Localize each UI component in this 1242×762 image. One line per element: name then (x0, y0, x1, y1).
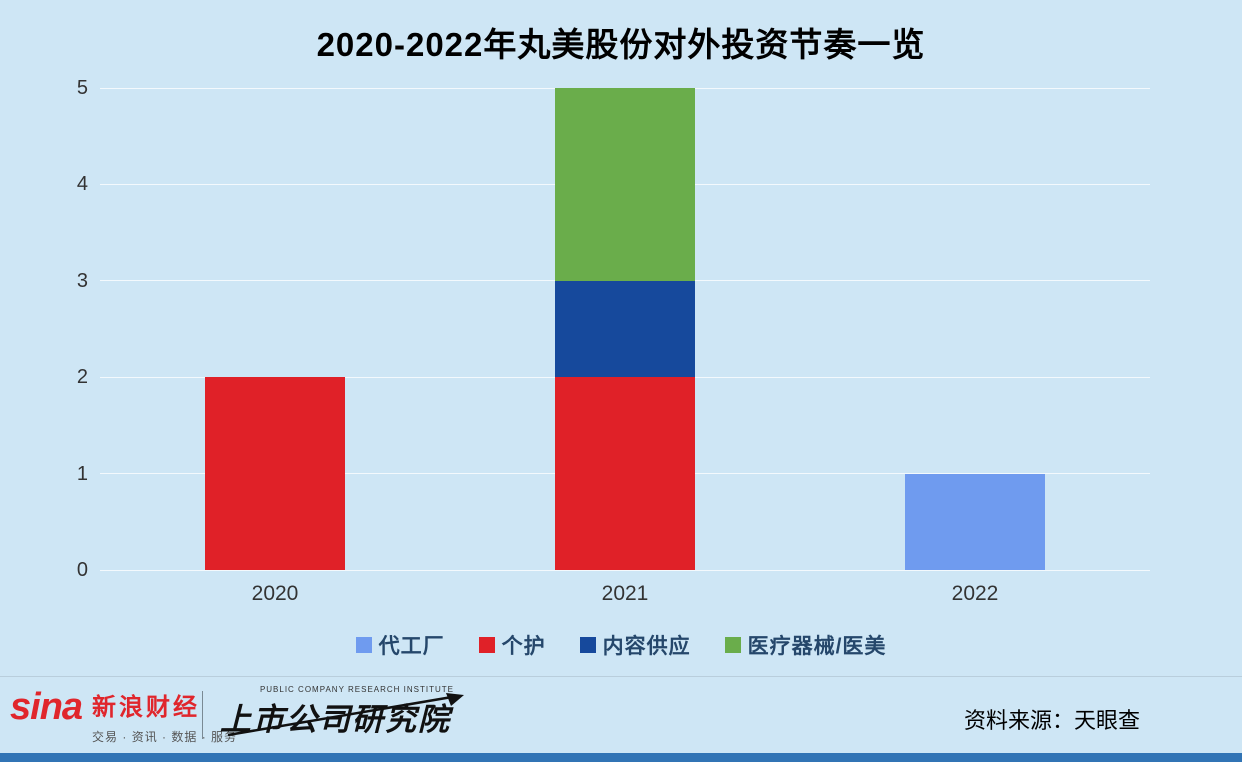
legend-swatch-medical-devices-beauty (724, 637, 741, 653)
bar-segment-content-supply (555, 280, 695, 378)
institute-logo: PUBLIC COMPANY RESEARCH INSTITUTE 上市公司研究… (220, 685, 470, 739)
legend-label-medical-devices-beauty: 医疗器械/医美 (747, 635, 887, 658)
legend-item-oem-factory: 代工厂 (355, 630, 445, 660)
y-tick-label: 5 (76, 77, 88, 99)
footer: sina 新浪财经 交易 · 资讯 · 数据 · 服务 PUBLIC COMPA… (0, 676, 1242, 753)
legend: 代工厂 个护 内容供应 医疗器械/医美 (0, 630, 1242, 660)
legend-swatch-oem-factory (355, 637, 372, 653)
legend-label-content-supply: 内容供应 (602, 635, 691, 658)
sina-tagline: 交易 · 资讯 · 数据 · 服务 (92, 730, 238, 744)
sina-wordmark: sina (10, 686, 83, 728)
legend-item-medical-devices-beauty: 医疗器械/医美 (724, 630, 887, 660)
bar-segment-personal-care (555, 377, 695, 570)
x-tick-label: 2021 (601, 582, 649, 605)
y-axis: 0 1 2 3 4 5 (0, 77, 88, 581)
data-source: 资料来源：天眼查 (963, 708, 1140, 733)
y-tick-label: 2 (76, 366, 88, 389)
bar-segment-personal-care (205, 377, 345, 570)
footer-divider (202, 691, 203, 739)
sina-brand-text: 新浪财经 (92, 694, 201, 721)
legend-item-personal-care: 个护 (478, 630, 546, 660)
y-tick-label: 3 (76, 269, 88, 292)
y-tick-label: 0 (76, 559, 88, 581)
x-tick-label: 2020 (251, 582, 299, 605)
legend-label-personal-care: 个护 (501, 635, 546, 658)
y-tick-label: 1 (76, 462, 88, 485)
legend-label-oem-factory: 代工厂 (378, 635, 445, 658)
institute-name-en: PUBLIC COMPANY RESEARCH INSTITUTE (259, 685, 454, 694)
institute-name: 上市公司研究院 (220, 702, 451, 737)
legend-item-content-supply: 内容供应 (579, 630, 691, 660)
bar-segment-oem-factory (905, 473, 1045, 570)
chart-title: 2020-2022年丸美股份对外投资节奏一览 (316, 26, 926, 63)
x-tick-label: 2022 (951, 582, 999, 605)
bar-segment-medical-devices-beauty (555, 88, 695, 281)
x-axis: 2020 2021 2022 (100, 582, 1150, 612)
legend-swatch-content-supply (579, 637, 596, 653)
sina-brand-block: 新浪财经 交易 · 资讯 · 数据 · 服务 (92, 687, 237, 745)
bottom-accent-bar (0, 753, 1242, 762)
legend-swatch-personal-care (478, 637, 495, 653)
sina-logo: sina 新浪财经 交易 · 资讯 · 数据 · 服务 (10, 687, 237, 745)
plot-area (100, 87, 1150, 571)
gridline (100, 569, 1150, 571)
y-tick-label: 4 (76, 173, 88, 196)
gridline (100, 87, 1150, 89)
